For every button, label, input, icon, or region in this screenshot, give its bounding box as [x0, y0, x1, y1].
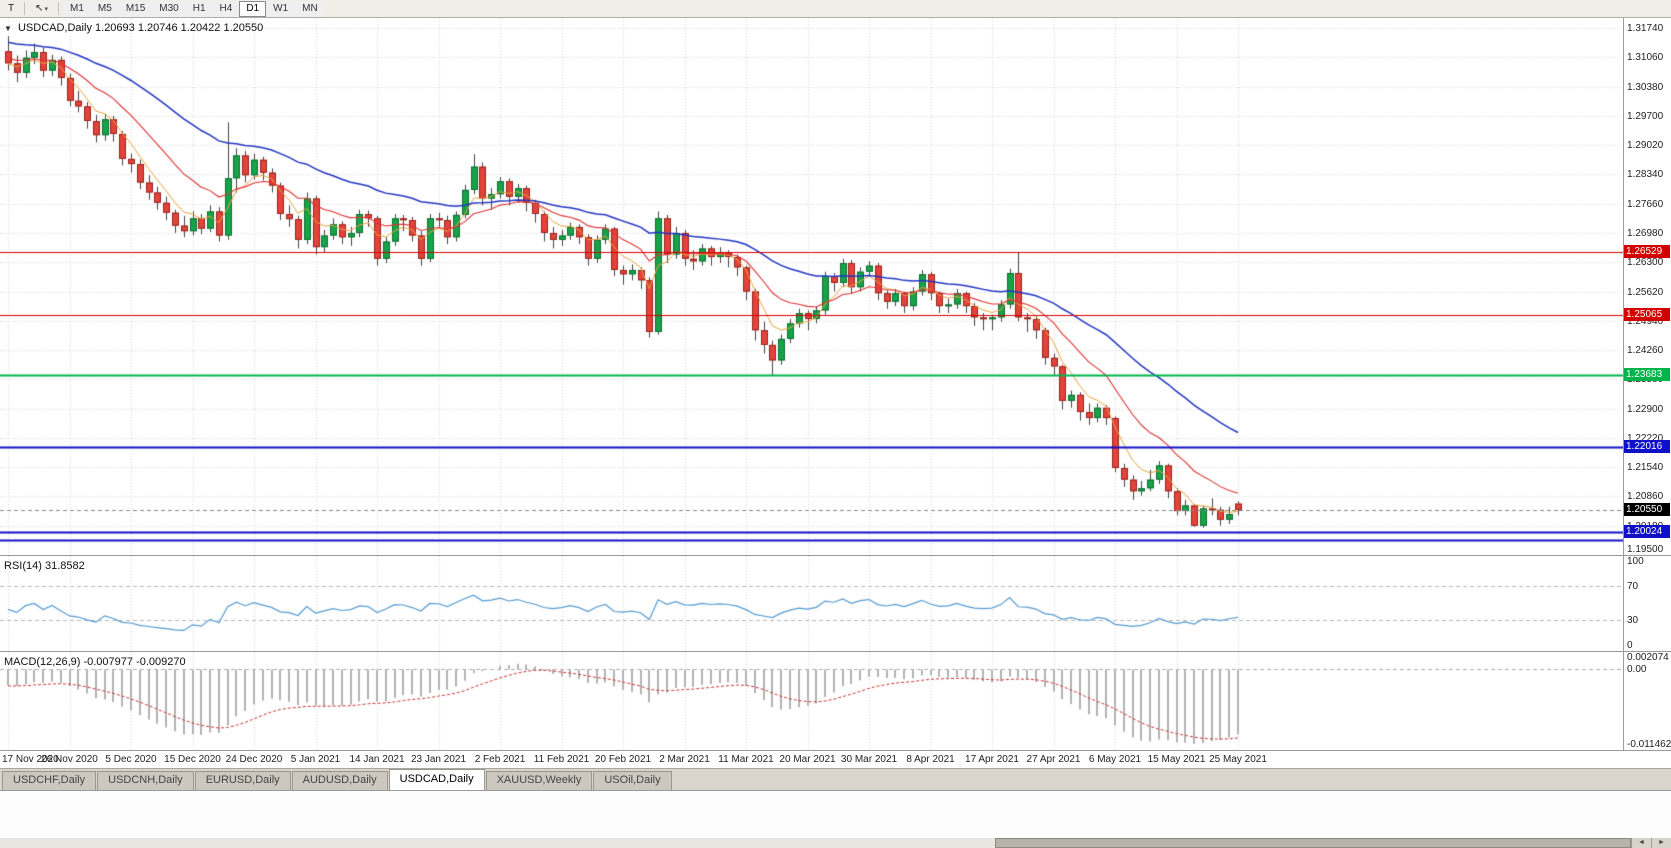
scroll-right-icon[interactable]: ►: [1651, 838, 1671, 848]
date-tick-label: 11 Feb 2021: [533, 754, 590, 765]
timeframe-button-h4[interactable]: H4: [212, 0, 240, 17]
axis-tick-label: 1.22900: [1627, 403, 1664, 415]
axis-tick-label: -0.011462: [1627, 739, 1671, 750]
macd-panel[interactable]: MACD(12,26,9) -0.007977 -0.009270 0.0020…: [0, 652, 1671, 751]
axis-tick-label: 1.29020: [1627, 140, 1664, 152]
macd-canvas[interactable]: [0, 652, 1623, 750]
price-axis[interactable]: 1.31740 1.31060 1.30380 1.29700 1.29020 1.283…: [1623, 18, 1671, 555]
time-axis[interactable]: 17 Nov 2020 26 Nov 2020 5 Dec 2020 15 Dec 2…: [0, 751, 1671, 769]
date-tick-label: 17 Apr 2021: [965, 754, 1019, 765]
price-label-chip: 1.23683: [1624, 367, 1670, 381]
timeframe-button-h1[interactable]: H1: [185, 0, 213, 17]
axis-tick-label: 0.002074: [1627, 652, 1669, 663]
axis-tick-label: 1.19500: [1627, 544, 1664, 555]
axis-tick-label: 1.29700: [1627, 110, 1664, 122]
date-tick-label: 23 Jan 2021: [410, 754, 467, 765]
horizontal-scrollbar[interactable]: ◄ ►: [0, 838, 1671, 848]
axis-tick-label: 30: [1627, 614, 1639, 626]
tab-usdcnh-daily[interactable]: USDCNH,Daily: [97, 771, 194, 790]
timeframe-button-w1[interactable]: W1: [266, 0, 296, 17]
chevron-down-icon: ▾: [44, 5, 49, 13]
axis-tick-label: 0: [1627, 640, 1633, 651]
main-chart-canvas[interactable]: [0, 18, 1623, 555]
macd-indicator-label: MACD(12,26,9) -0.007977 -0.009270: [4, 656, 186, 668]
timeframe-button-m5[interactable]: M5: [90, 0, 119, 17]
tab-usdchf-daily[interactable]: USDCHF,Daily: [2, 771, 97, 790]
date-tick-label: 8 Apr 2021: [906, 754, 955, 765]
axis-tick-label: 1.22220: [1627, 432, 1664, 444]
timeframe-button-m30[interactable]: M30: [152, 0, 186, 17]
date-tick-label: 11 Mar 2021: [718, 754, 774, 765]
tab-usdcad-daily[interactable]: USDCAD,Daily: [388, 769, 485, 790]
date-tick-label: 17 Nov 2020: [2, 754, 59, 765]
chart-ohlc-label: 1.20693 1.20746 1.20422 1.20550: [95, 22, 264, 34]
axis-tick-label: 1.26300: [1627, 257, 1664, 269]
toolbar-separator: [24, 2, 26, 15]
axis-tick-label: 100: [1627, 556, 1644, 567]
chart-tab-bar: USDCHF,Daily USDCNH,Daily EURUSD,Daily AUDU…: [0, 769, 1671, 791]
chart-symbol-label: USDCAD,Daily: [17, 22, 92, 34]
date-tick-label: 15 Dec 2020: [164, 754, 221, 765]
chart-tool-button[interactable]: T: [2, 1, 20, 17]
axis-tick-label: 1.27660: [1627, 198, 1664, 210]
date-tick-label: 15 May 2021: [1147, 754, 1206, 765]
axis-tick-label: 70: [1627, 580, 1639, 592]
date-tick-label: 14 Jan 2021: [349, 754, 405, 765]
top-toolbar: T ↖▾ M1 M5 M15 M30 H1 H4 D1 W1 MN: [0, 0, 1671, 18]
cursor-icon: ↖: [35, 2, 44, 14]
date-tick-label: 30 Mar 2021: [840, 754, 898, 765]
price-label-chip: 1.26529: [1624, 245, 1670, 259]
timeframe-button-mn[interactable]: MN: [295, 0, 325, 17]
scroll-left-icon[interactable]: ◄: [1631, 838, 1651, 848]
rsi-indicator-label: RSI(14) 31.8582: [4, 560, 85, 572]
rsi-panel[interactable]: RSI(14) 31.8582 100 70 30 0: [0, 556, 1671, 652]
date-tick-label: 5 Dec 2020: [105, 754, 157, 765]
price-label-chip: 1.25065: [1624, 308, 1670, 322]
toolbar-separator: [58, 2, 60, 15]
price-label-chip: 1.20024: [1624, 525, 1670, 539]
date-tick-label: 2 Mar 2021: [659, 754, 710, 765]
main-chart-panel[interactable]: ▼ USDCAD,Daily 1.20693 1.20746 1.20422 1…: [0, 18, 1671, 556]
axis-tick-label: 1.28340: [1627, 169, 1664, 181]
tab-xauusd-weekly[interactable]: XAUUSD,Weekly: [485, 771, 593, 790]
date-tick-label: 6 May 2021: [1088, 754, 1142, 765]
axis-tick-label: 0.00: [1627, 664, 1647, 676]
timeframe-button-m1[interactable]: M1: [63, 0, 91, 17]
axis-tick-label: 1.20860: [1627, 491, 1664, 503]
chart-title: ▼ USDCAD,Daily 1.20693 1.20746 1.20422 1…: [4, 22, 263, 34]
date-tick-label: 25 May 2021: [1209, 754, 1267, 765]
date-tick-label: 24 Dec 2020: [225, 754, 283, 765]
axis-tick-label: 1.31740: [1627, 23, 1664, 34]
axis-tick-label: 1.24260: [1627, 345, 1664, 357]
axis-tick-label: 1.25620: [1627, 286, 1664, 298]
timeframe-button-d1[interactable]: D1: [239, 0, 267, 17]
window-filler: [0, 791, 1671, 838]
rsi-axis[interactable]: 100 70 30 0: [1623, 556, 1671, 651]
scrollbar-track[interactable]: [0, 838, 1631, 848]
date-tick-label: 2 Feb 2021: [474, 754, 526, 765]
macd-axis[interactable]: 0.002074 0.00 -0.011462: [1623, 652, 1671, 750]
axis-tick-label: 1.21540: [1627, 462, 1664, 474]
axis-tick-label: 1.31060: [1627, 52, 1664, 64]
scrollbar-thumb[interactable]: [994, 838, 1631, 848]
date-tick-label: 27 Apr 2021: [1026, 754, 1081, 765]
date-tick-label: 5 Jan 2021: [290, 754, 341, 765]
date-tick-label: 26 Nov 2020: [41, 754, 98, 765]
timeframe-button-group: M1 M5 M15 M30 H1 H4 D1 W1 MN: [63, 0, 325, 17]
timeframe-button-m15[interactable]: M15: [118, 0, 153, 17]
date-tick-label: 20 Mar 2021: [779, 754, 836, 765]
axis-tick-label: 1.30380: [1627, 81, 1664, 93]
collapse-icon[interactable]: ▼: [4, 24, 12, 33]
date-tick-label: 20 Feb 2021: [594, 754, 652, 765]
tab-usoil-daily[interactable]: USOil,Daily: [593, 771, 672, 790]
cursor-tool-button[interactable]: ↖▾: [29, 1, 54, 17]
tab-audusd-daily[interactable]: AUDUSD,Daily: [291, 771, 388, 790]
rsi-canvas[interactable]: [0, 556, 1623, 651]
axis-tick-label: 1.26980: [1627, 227, 1664, 239]
tab-eurusd-daily[interactable]: EURUSD,Daily: [194, 771, 291, 790]
price-label-chip: 1.22016: [1624, 439, 1670, 453]
price-label-chip: 1.20550: [1624, 502, 1670, 516]
